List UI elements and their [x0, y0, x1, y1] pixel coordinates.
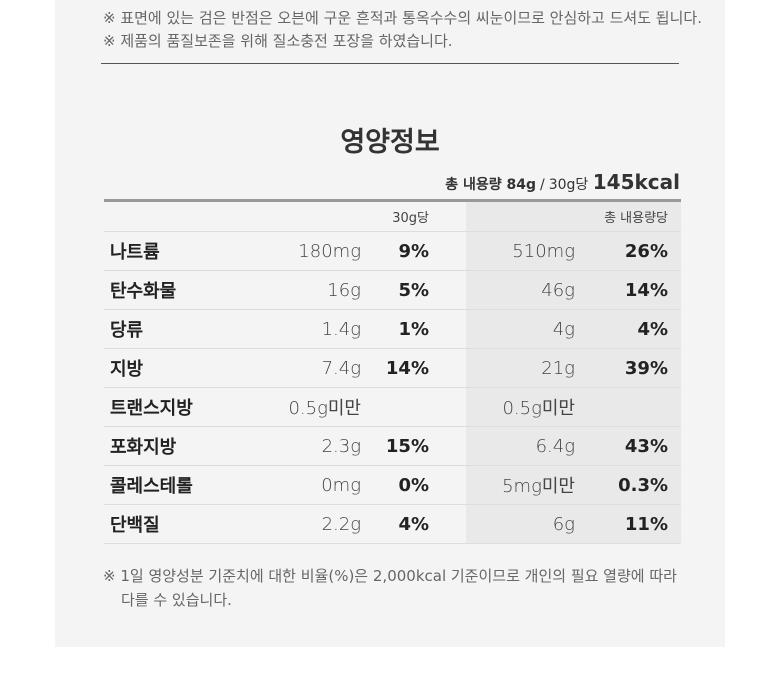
cell: 4%	[585, 309, 681, 349]
cell: 11%	[585, 504, 681, 544]
cell: 0.5g미만	[466, 387, 585, 427]
cell: 0mg	[250, 465, 371, 505]
note: ※ 제품의 품질보존을 위해 질소충전 포장을 하였습니다.	[103, 32, 453, 50]
cell: 46g	[466, 270, 585, 310]
cell: 4%	[371, 504, 466, 544]
cell: 트랜스지방	[104, 387, 250, 427]
cell: 43%	[585, 426, 681, 466]
footnote: ※ 1일 영양성분 기준치에 대한 비율(%)은 2,000kcal 기준이므로…	[103, 567, 677, 609]
header-row: 30g당 총 내용량당	[104, 200, 681, 232]
cell: 510mg	[466, 231, 585, 271]
cell	[585, 387, 681, 427]
cell	[371, 387, 466, 427]
cell: 26%	[585, 231, 681, 271]
cell: 2.2g	[250, 504, 371, 544]
cell: 포화지방	[104, 426, 250, 466]
divider	[101, 63, 679, 64]
cell: 지방	[104, 348, 250, 388]
summary: 총 내용량 84g/30g당 145kcal	[445, 170, 680, 194]
cell: 15%	[371, 426, 466, 466]
separator: /	[539, 177, 545, 193]
cell: 9%	[371, 231, 466, 271]
cell: 16g	[250, 270, 371, 310]
total-amount: 총 내용량 84g	[445, 177, 536, 193]
nutrient-row: 나트륨 180mg 9% 510mg 26%	[104, 231, 681, 271]
cell: 7.4g	[250, 348, 371, 388]
header-cell: 30g당	[371, 200, 466, 232]
cell: 탄수화물	[104, 270, 250, 310]
nutrient-row: 콜레스테롤 0mg 0% 5mg미만 0.3%	[104, 465, 681, 505]
nutrient-row: 지방 7.4g 14% 21g 39%	[104, 348, 681, 388]
cell: 6.4g	[466, 426, 585, 466]
cell: 나트륨	[104, 231, 250, 271]
section-title: 영양정보	[340, 127, 440, 158]
cell: 1.4g	[250, 309, 371, 349]
cell	[250, 200, 371, 232]
cell: 2.3g	[250, 426, 371, 466]
cell: 콜레스테롤	[104, 465, 250, 505]
calories: 145kcal	[592, 170, 680, 194]
cell	[466, 200, 585, 232]
cell: 0.5g미만	[250, 387, 371, 427]
nutrient-row: 트랜스지방 0.5g미만 0.5g미만	[104, 387, 681, 427]
nutrient-row: 당류 1.4g 1% 4g 4%	[104, 309, 681, 349]
nutrient-row: 포화지방 2.3g 15% 6.4g 43%	[104, 426, 681, 466]
cell: 당류	[104, 309, 250, 349]
cell: 14%	[585, 270, 681, 310]
cell: 14%	[371, 348, 466, 388]
notes: ※ 표면에 있는 검은 반점은 오븐에 구운 흔적과 통옥수수의 씨눈이므로 안…	[103, 7, 703, 53]
cell: 180mg	[250, 231, 371, 271]
cell: 6g	[466, 504, 585, 544]
cell: 0.3%	[585, 465, 681, 505]
cell: 5mg미만	[466, 465, 585, 505]
nutrient-row: 단백질 2.2g 4% 6g 11%	[104, 504, 681, 544]
note: ※ 표면에 있는 검은 반점은 오븐에 구운 흔적과 통옥수수의 씨눈이므로 안…	[103, 9, 702, 27]
cell: 39%	[585, 348, 681, 388]
header-cell: 총 내용량당	[585, 200, 681, 232]
nutrition-table: 30g당 총 내용량당 나트륨 180mg 9% 510mg 26% 탄수화물 16g 5% 4…	[104, 199, 681, 544]
per-serving: 30g당	[548, 177, 589, 193]
cell: 1%	[371, 309, 466, 349]
cell: 0%	[371, 465, 466, 505]
cell	[104, 200, 250, 232]
cell: 5%	[371, 270, 466, 310]
cell: 4g	[466, 309, 585, 349]
cell: 21g	[466, 348, 585, 388]
nutrient-row: 탄수화물 16g 5% 46g 14%	[104, 270, 681, 310]
cell: 단백질	[104, 504, 250, 544]
